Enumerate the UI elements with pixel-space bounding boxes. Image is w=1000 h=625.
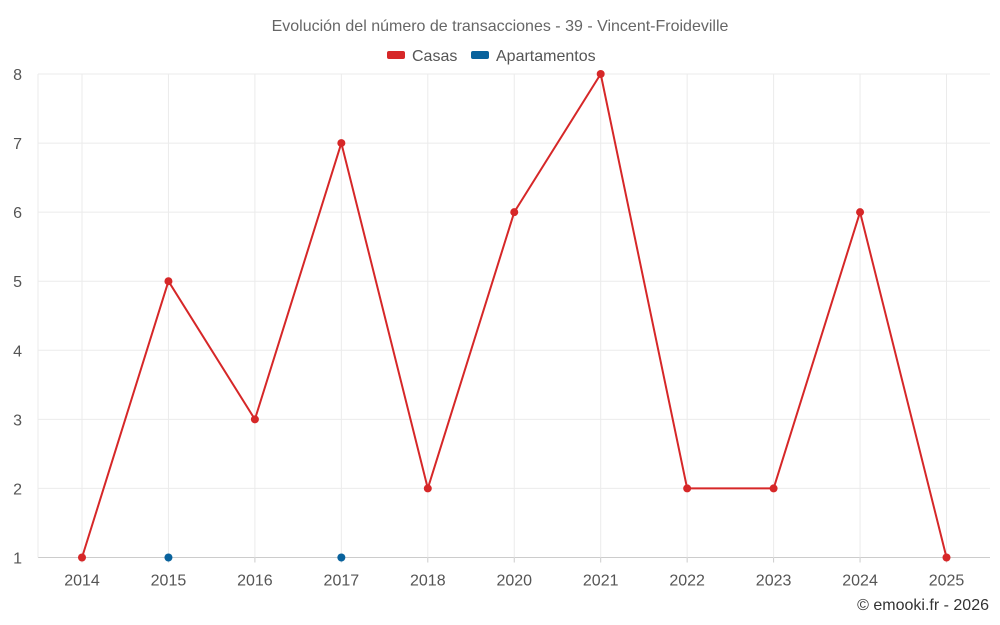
point-casas-2023[interactable] bbox=[769, 484, 778, 493]
y-tick-label-1: 1 bbox=[13, 551, 22, 568]
grid bbox=[37, 73, 990, 558]
point-casas-2018[interactable] bbox=[423, 484, 432, 493]
legend: Casas Apartamentos bbox=[387, 48, 596, 65]
y-axis-ticks: 1 2 3 4 5 6 7 8 bbox=[13, 67, 22, 568]
point-casas-2016[interactable] bbox=[250, 415, 259, 424]
y-tick-label-7: 7 bbox=[13, 136, 22, 153]
legend-swatch-apartamentos[interactable] bbox=[471, 51, 489, 59]
y-tick-label-4: 4 bbox=[13, 343, 22, 360]
point-casas-2017[interactable] bbox=[337, 139, 346, 148]
point-apartamentos-2017[interactable] bbox=[337, 553, 346, 562]
point-casas-2020[interactable] bbox=[510, 208, 519, 217]
point-casas-2021[interactable] bbox=[596, 70, 605, 78]
chart-title: Evolución del número de transacciones - … bbox=[272, 18, 729, 35]
point-apartamentos-2015[interactable] bbox=[164, 553, 173, 562]
x-tick-label-2024: 2024 bbox=[842, 573, 878, 590]
x-tick-label-2021: 2021 bbox=[583, 573, 619, 590]
y-tick-label-3: 3 bbox=[13, 412, 22, 429]
x-tick-label-2017: 2017 bbox=[324, 573, 360, 590]
legend-label-apartamentos[interactable]: Apartamentos bbox=[496, 48, 596, 65]
legend-swatch-casas[interactable] bbox=[387, 51, 405, 59]
x-tick-label-2022: 2022 bbox=[669, 573, 705, 590]
x-tick-label-2014: 2014 bbox=[64, 573, 100, 590]
point-casas-2024[interactable] bbox=[856, 208, 865, 217]
point-casas-2025[interactable] bbox=[942, 553, 951, 562]
y-tick-label-6: 6 bbox=[13, 205, 22, 222]
x-tick-label-2016: 2016 bbox=[237, 573, 273, 590]
x-tick-label-2018: 2018 bbox=[410, 573, 446, 590]
x-tick-label-2025: 2025 bbox=[929, 573, 965, 590]
y-tick-label-2: 2 bbox=[13, 481, 22, 498]
point-casas-2022[interactable] bbox=[683, 484, 692, 493]
credit-text: © emooki.fr - 2026 bbox=[857, 597, 989, 614]
y-tick-label-8: 8 bbox=[13, 67, 22, 84]
y-tick-label-5: 5 bbox=[13, 274, 22, 291]
point-casas-2015[interactable] bbox=[164, 277, 173, 286]
x-tick-label-2023: 2023 bbox=[756, 573, 792, 590]
x-axis-ticks: 2014 2015 2016 2017 2018 2020 2021 2022 2023 2024… bbox=[64, 557, 965, 590]
point-casas-2014[interactable] bbox=[78, 553, 86, 562]
x-tick-label-2015: 2015 bbox=[151, 573, 187, 590]
legend-label-casas[interactable]: Casas bbox=[412, 48, 457, 65]
series-points bbox=[78, 70, 951, 562]
x-tick-label-2020: 2020 bbox=[496, 573, 532, 590]
